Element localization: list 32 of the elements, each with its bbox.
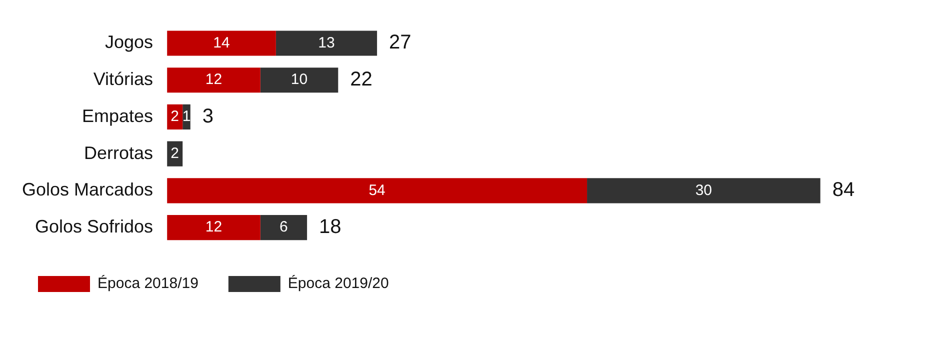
data-label: 13 — [318, 34, 335, 52]
total-label: 27 — [389, 32, 412, 54]
total-label: 18 — [319, 216, 342, 238]
data-label: 1 — [182, 108, 191, 126]
total-label: 22 — [350, 68, 372, 91]
bar — [276, 30, 378, 56]
data-label: 12 — [205, 71, 222, 88]
bar — [167, 215, 260, 240]
total-label: 84 — [832, 179, 855, 202]
data-label: 14 — [213, 34, 230, 52]
data-label: 6 — [280, 218, 288, 236]
y-tick-label: Derrotas — [84, 142, 154, 163]
bar — [167, 30, 276, 56]
data-label: 12 — [205, 218, 222, 236]
legend-label: Época 2019/20 — [288, 274, 389, 292]
data-label: 54 — [368, 182, 386, 199]
y-tick-label: Vitórias — [93, 69, 154, 90]
y-tick-label: Empates — [82, 106, 154, 126]
y-tick-label: Golos Marcados — [22, 180, 154, 200]
total-label: 3 — [202, 105, 214, 128]
y-tick-label: Golos Sofridos — [34, 216, 154, 237]
bar — [260, 215, 308, 240]
data-label: 30 — [695, 182, 712, 199]
y-tick-label: Jogos — [105, 32, 154, 52]
bar — [167, 68, 260, 93]
data-label: 2 — [170, 144, 180, 162]
bar — [167, 178, 588, 204]
legend-label: Época 2018/19 — [98, 274, 198, 292]
data-label: 2 — [170, 108, 180, 126]
bar — [260, 68, 338, 93]
data-label: 10 — [290, 71, 308, 88]
bar — [587, 178, 820, 204]
